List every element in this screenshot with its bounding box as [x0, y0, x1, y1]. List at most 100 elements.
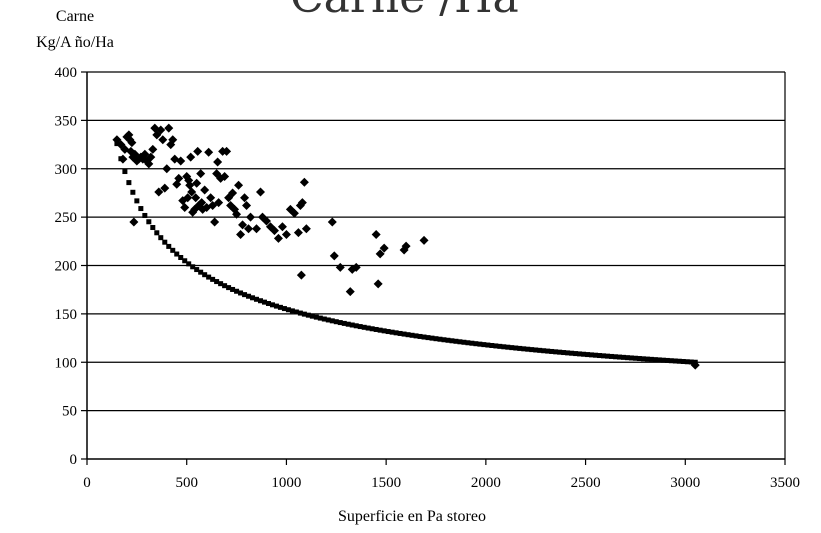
data-point	[297, 198, 307, 208]
trendline-marker	[509, 345, 515, 351]
data-point	[185, 180, 195, 190]
y-tick-label: 400	[55, 65, 78, 81]
trendline-marker	[557, 349, 563, 355]
trendline-marker	[126, 180, 132, 186]
trendline-marker	[569, 350, 575, 356]
data-point	[206, 193, 216, 203]
chart-title: Carne /Ha	[290, 0, 519, 23]
trendline-marker	[190, 264, 196, 270]
trendline-marker	[154, 230, 160, 236]
trendline-marker	[345, 321, 351, 327]
trendline-marker	[521, 346, 527, 352]
data-point	[277, 222, 287, 232]
trendline-marker	[680, 358, 686, 364]
trendline-marker	[429, 335, 435, 341]
data-point	[183, 193, 193, 203]
trendline-marker	[688, 359, 694, 365]
trendline-marker	[648, 356, 654, 362]
data-point	[289, 208, 299, 218]
trendline-marker	[453, 338, 459, 344]
trendline-marker	[273, 303, 279, 309]
trendline-marker	[668, 358, 674, 364]
data-point	[246, 212, 256, 222]
data-point	[690, 360, 700, 370]
data-point	[234, 180, 244, 190]
trendline-marker	[178, 254, 184, 260]
data-point	[158, 135, 168, 145]
trendline-marker	[393, 330, 399, 336]
trendline-marker	[473, 341, 479, 347]
trendline-marker	[365, 325, 371, 331]
trendline-marker	[313, 314, 319, 320]
y-tick-label: 350	[55, 113, 78, 129]
data-point	[273, 233, 283, 243]
trendline-marker	[597, 353, 603, 359]
data-point	[187, 187, 197, 197]
trendline-marker	[198, 269, 204, 275]
trendline-marker	[210, 276, 216, 282]
trendline-marker	[405, 332, 411, 338]
data-point	[168, 135, 178, 145]
trendline-marker	[389, 329, 395, 335]
trendline-marker	[174, 251, 180, 257]
trendline-marker	[265, 301, 271, 307]
data-point	[196, 169, 206, 179]
trendline-marker	[214, 279, 220, 285]
trendline-marker	[122, 169, 128, 175]
data-point	[197, 198, 207, 208]
trendline-marker	[549, 348, 555, 354]
data-point	[148, 144, 158, 154]
trendline-marker	[445, 337, 451, 343]
trendline-marker	[441, 337, 447, 343]
trendline-marker	[461, 339, 467, 345]
data-point	[419, 235, 429, 245]
trendline-marker	[254, 296, 260, 302]
trendline-marker	[676, 358, 682, 364]
x-tick-label: 1500	[371, 475, 401, 491]
data-point	[174, 173, 184, 183]
trendline-marker	[449, 338, 455, 344]
trendline-marker	[138, 206, 144, 212]
trendline-marker	[361, 324, 367, 330]
data-point	[220, 171, 230, 181]
trendline-marker	[636, 356, 642, 362]
data-point	[200, 185, 210, 195]
data-point	[236, 230, 246, 240]
trendline-marker	[186, 261, 192, 267]
data-point	[146, 152, 156, 162]
data-point	[256, 187, 266, 197]
y-tick-label: 0	[70, 452, 78, 468]
data-point	[345, 287, 355, 297]
trendline-marker	[561, 350, 567, 356]
trendline-marker	[269, 302, 275, 308]
trendline-marker	[182, 258, 188, 264]
data-point	[193, 146, 203, 156]
y-tick-label: 150	[55, 307, 78, 323]
trendline-marker	[660, 357, 666, 363]
trendline-marker	[616, 354, 622, 360]
trendline-marker	[285, 307, 291, 313]
trendline-marker	[142, 212, 148, 218]
data-point	[232, 209, 242, 219]
y-axis-label-line1: Carne	[55, 8, 95, 25]
data-point	[371, 230, 381, 240]
trendline-marker	[433, 336, 439, 342]
trendline-marker	[341, 320, 347, 326]
trendline-marker	[505, 344, 511, 350]
trendline-marker	[281, 306, 287, 312]
trendline-marker	[545, 348, 551, 354]
trendline-marker	[258, 298, 264, 304]
trendline-marker	[309, 313, 315, 319]
trendline-marker	[409, 332, 415, 338]
trendline-marker	[206, 274, 212, 280]
trendline-marker	[202, 272, 208, 278]
data-point	[269, 226, 279, 236]
trendline-marker	[377, 327, 383, 333]
data-point	[204, 147, 214, 157]
data-point	[180, 202, 190, 212]
trendline-marker	[158, 235, 164, 241]
trendline-marker	[652, 357, 658, 363]
trendline-marker	[573, 351, 579, 357]
trendline-marker	[684, 359, 690, 365]
